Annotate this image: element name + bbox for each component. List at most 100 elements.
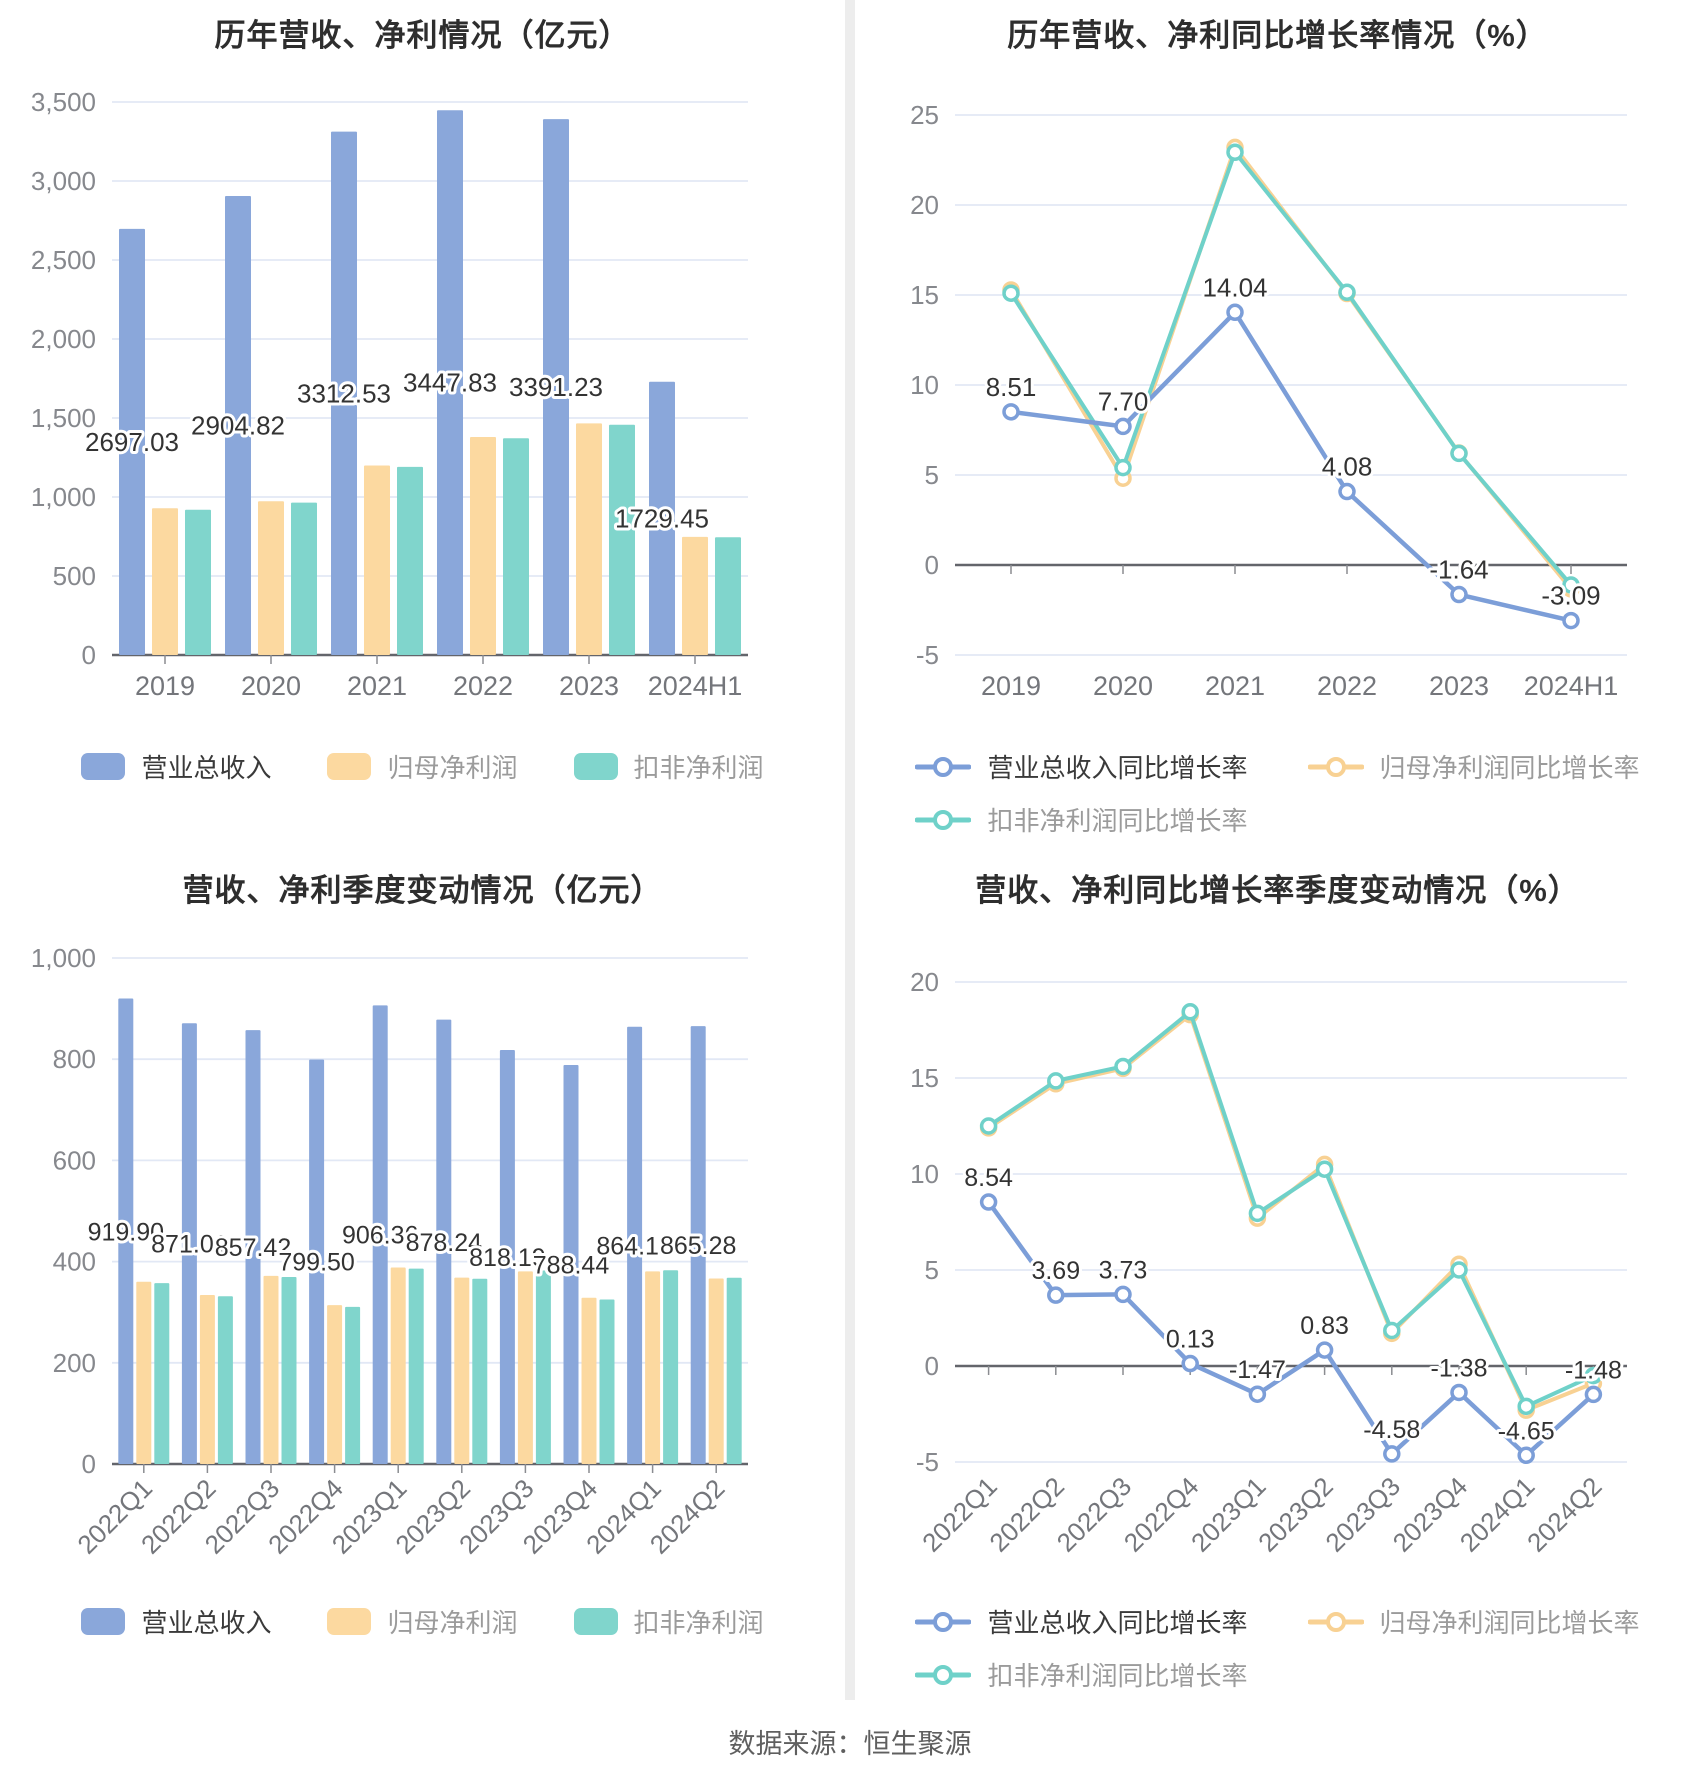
bar-revenue-2024Q2[interactable] (690, 1026, 706, 1464)
point-revenue-growth-2020[interactable] (1114, 417, 1132, 436)
bar-deducted-profit-2022Q4[interactable] (345, 1306, 361, 1464)
bar-deducted-profit-2023Q1[interactable] (408, 1268, 424, 1464)
point-revenue-growth-2024Q1[interactable] (1517, 1446, 1535, 1465)
bar-net-profit-2021[interactable] (364, 465, 390, 655)
point-deducted-profit-growth-2023Q2[interactable] (1315, 1160, 1334, 1178)
bar-net-profit-2023Q2[interactable] (454, 1277, 470, 1464)
bar-revenue-2020[interactable] (225, 196, 251, 655)
bar-deducted-profit-2022Q2[interactable] (217, 1296, 233, 1464)
bar-net-profit-2020[interactable] (258, 501, 284, 655)
point-deducted-profit-growth-2024H1[interactable] (1562, 576, 1580, 594)
bar-net-profit-2022Q1[interactable] (136, 1281, 152, 1464)
point-deducted-profit-growth-2021[interactable] (1226, 143, 1244, 162)
point-revenue-growth-2022[interactable] (1338, 482, 1356, 501)
point-deducted-profit-growth-2019[interactable] (1002, 284, 1020, 302)
line-deducted-profit-growth[interactable] (986, 1009, 1596, 1409)
bar-net-profit-2023Q1[interactable] (390, 1267, 406, 1464)
point-revenue-growth-2021[interactable] (1226, 303, 1244, 322)
bar-revenue-2022Q2[interactable] (181, 1023, 197, 1464)
point-deducted-profit-growth-2020[interactable] (1114, 458, 1132, 477)
bar-revenue-2022Q4[interactable] (309, 1059, 325, 1464)
point-revenue-growth-2023Q1[interactable] (1248, 1385, 1267, 1403)
point-revenue-growth-2023[interactable] (1450, 585, 1468, 604)
bar-deducted-profit-2024H1[interactable] (715, 537, 741, 655)
bar-net-profit-2022Q4[interactable] (327, 1305, 343, 1464)
bar-deducted-profit-2022Q1[interactable] (154, 1283, 170, 1464)
point-revenue-growth-2019[interactable] (1002, 403, 1020, 421)
legend-item-deducted-profit-growth[interactable]: 扣非净利润同比增长率 (915, 801, 1248, 838)
point-revenue-growth-2023Q2[interactable] (1315, 1341, 1334, 1359)
line-net-profit-growth[interactable] (1009, 145, 1573, 591)
bar-net-profit-2024Q2[interactable] (708, 1278, 724, 1464)
bar-net-profit-2023Q4[interactable] (581, 1297, 597, 1464)
bar-deducted-profit-2024Q1[interactable] (663, 1270, 679, 1464)
line-revenue-growth[interactable] (986, 1199, 1596, 1458)
legend-item-deducted-profit-growth[interactable]: 扣非净利润同比增长率 (915, 1656, 1248, 1693)
point-revenue-growth-2022Q1[interactable] (979, 1193, 998, 1211)
point-revenue-growth-2023Q3[interactable] (1383, 1445, 1401, 1463)
bar-net-profit-2022[interactable] (470, 436, 496, 655)
bar-deducted-profit-2023Q4[interactable] (599, 1299, 615, 1464)
bar-revenue-2024H1[interactable] (649, 381, 675, 655)
point-deducted-profit-growth-2022Q1[interactable] (979, 1117, 998, 1135)
x-tick-label: 2024Q1 (1454, 1471, 1541, 1558)
point-revenue-growth-2022Q2[interactable] (1047, 1286, 1065, 1304)
legend-item-net-profit[interactable]: 归母净利润 (327, 1603, 518, 1640)
point-deducted-profit-growth-2024Q2[interactable] (1584, 1366, 1603, 1385)
bar-revenue-2021[interactable] (331, 131, 357, 656)
point-revenue-growth-2024H1[interactable] (1562, 611, 1580, 630)
bar-revenue-2023Q2[interactable] (436, 1019, 452, 1464)
bar-net-profit-2023[interactable] (576, 423, 602, 655)
point-revenue-growth-2024Q2[interactable] (1584, 1385, 1603, 1404)
x-tick-label: 2021 (347, 671, 407, 701)
point-deducted-profit-growth-2022Q2[interactable] (1047, 1072, 1065, 1090)
point-revenue-growth-2023Q4[interactable] (1450, 1383, 1468, 1402)
bar-revenue-2022Q1[interactable] (118, 998, 134, 1464)
bar-deducted-profit-2022Q3[interactable] (281, 1277, 297, 1464)
bar-revenue-2023Q1[interactable] (372, 1005, 388, 1464)
bar-revenue-2022Q3[interactable] (245, 1030, 261, 1464)
point-deducted-profit-growth-2023Q3[interactable] (1383, 1321, 1401, 1340)
bar-revenue-2023[interactable] (543, 119, 569, 655)
bar-deducted-profit-2022[interactable] (503, 438, 529, 655)
point-deducted-profit-growth-2022Q4[interactable] (1181, 1003, 1199, 1021)
point-revenue-growth-2022Q4[interactable] (1181, 1354, 1199, 1373)
point-deducted-profit-growth-2023Q4[interactable] (1450, 1261, 1468, 1279)
legend-item-revenue[interactable]: 营业总收入 (81, 748, 271, 785)
bar-net-profit-2022Q2[interactable] (199, 1294, 215, 1464)
legend-item-net-profit-growth[interactable]: 归母净利润同比增长率 (1307, 1603, 1640, 1640)
legend-item-revenue-growth[interactable]: 营业总收入同比增长率 (915, 1603, 1248, 1640)
bar-revenue-2019[interactable] (119, 228, 145, 655)
bar-revenue-2024Q1[interactable] (627, 1026, 643, 1464)
legend-item-revenue[interactable]: 营业总收入 (81, 1603, 271, 1640)
legend-item-deducted-profit[interactable]: 扣非净利润 (573, 748, 764, 785)
bar-deducted-profit-2023Q3[interactable] (535, 1270, 551, 1464)
legend-item-net-profit[interactable]: 归母净利润 (327, 748, 518, 785)
point-deducted-profit-growth-2022Q3[interactable] (1114, 1057, 1132, 1076)
legend-item-deducted-profit[interactable]: 扣非净利润 (573, 1603, 764, 1640)
bar-deducted-profit-2023[interactable] (609, 424, 635, 655)
bar-deducted-profit-2024Q2[interactable] (726, 1277, 742, 1464)
bar-deducted-profit-2023Q2[interactable] (472, 1278, 488, 1464)
bar-revenue-2023Q3[interactable] (499, 1049, 515, 1464)
bar-revenue-2022[interactable] (437, 110, 463, 655)
point-revenue-growth-2022Q3[interactable] (1114, 1285, 1132, 1304)
bar-deducted-profit-2021[interactable] (397, 466, 423, 655)
bar-deducted-profit-2019[interactable] (185, 509, 211, 655)
point-deducted-profit-growth-2023[interactable] (1450, 444, 1468, 463)
bar-net-profit-2024H1[interactable] (682, 536, 708, 655)
bar-net-profit-2024Q1[interactable] (645, 1271, 661, 1464)
bar-revenue-2023Q4[interactable] (563, 1065, 579, 1464)
bar-net-profit-2023Q3[interactable] (517, 1271, 533, 1464)
point-deducted-profit-growth-2024Q1[interactable] (1517, 1397, 1535, 1416)
legend-item-label: 扣非净利润同比增长率 (987, 1661, 1248, 1691)
bar-net-profit-2022Q3[interactable] (263, 1275, 279, 1464)
point-deducted-profit-growth-2023Q1[interactable] (1248, 1204, 1267, 1223)
bar-net-profit-2019[interactable] (152, 508, 178, 655)
legend-item-revenue-growth[interactable]: 营业总收入同比增长率 (915, 748, 1248, 785)
point-deducted-profit-growth-2022[interactable] (1338, 283, 1356, 302)
line-deducted-profit-growth[interactable] (1009, 150, 1573, 587)
line-revenue-growth[interactable] (1008, 310, 1574, 623)
legend-item-net-profit-growth[interactable]: 归母净利润同比增长率 (1307, 748, 1640, 785)
bar-deducted-profit-2020[interactable] (291, 502, 317, 655)
